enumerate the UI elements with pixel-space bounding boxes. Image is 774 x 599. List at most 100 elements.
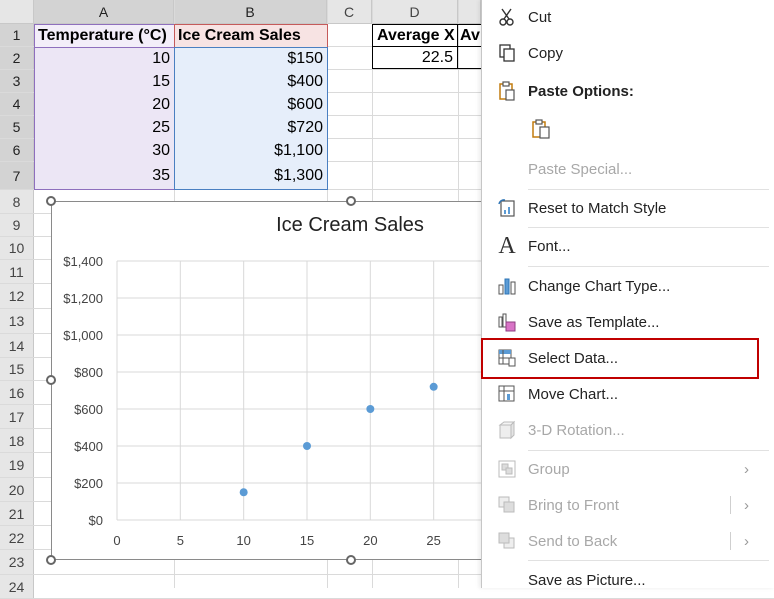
temperature-cell[interactable]: 35 xyxy=(152,167,170,184)
sales-cell[interactable]: $1,300 xyxy=(274,167,323,184)
resize-handle-top-middle[interactable] xyxy=(346,196,356,206)
row-header-3[interactable]: 3 xyxy=(0,70,34,93)
column-header-e[interactable] xyxy=(458,0,481,24)
resize-handle-middle-left[interactable] xyxy=(46,375,56,385)
row-header-7[interactable]: 7 xyxy=(0,162,34,190)
chart-area[interactable] xyxy=(51,201,491,560)
row-header-22[interactable]: 22 xyxy=(0,526,34,550)
row-header-15[interactable]: 15 xyxy=(0,358,34,381)
column-header-a[interactable]: A xyxy=(34,0,174,24)
sales-cell[interactable]: $400 xyxy=(287,72,323,90)
row-header-2[interactable]: 2 xyxy=(0,47,34,70)
menu-item-select-data[interactable]: Select Data... xyxy=(482,341,774,375)
cube-icon xyxy=(496,419,518,441)
menu-label-reset: Reset to Match Style xyxy=(528,199,667,217)
row-header-16[interactable]: 16 xyxy=(0,381,34,405)
menu-item-save-as-template[interactable]: Save as Template... xyxy=(482,305,774,339)
menu-item-move-chart[interactable]: Move Chart... xyxy=(482,377,774,411)
row-header-14[interactable]: 14 xyxy=(0,334,34,358)
menu-item-paste-special[interactable]: Paste Special... xyxy=(482,152,774,186)
bar-chart-icon xyxy=(496,275,518,297)
menu-label-paste-special: Paste Special... xyxy=(528,160,633,178)
row-header-23[interactable]: 23 xyxy=(0,550,34,575)
sales-cell[interactable]: $600 xyxy=(287,95,323,113)
row-header-11[interactable]: 11 xyxy=(0,260,34,284)
group-icon xyxy=(496,458,518,480)
row-header-4[interactable]: 4 xyxy=(0,93,34,116)
row-header-24[interactable]: 24 xyxy=(0,575,34,599)
chevron-right-icon[interactable]: › xyxy=(744,496,749,514)
menu-item-group[interactable]: Group › xyxy=(482,452,774,486)
row-header-13[interactable]: 13 xyxy=(0,309,34,334)
menu-label-font: Font... xyxy=(528,237,571,255)
font-icon: A xyxy=(498,232,516,259)
context-menu: Cut Copy Paste Options: Paste Special...… xyxy=(481,0,774,589)
menu-label-group: Group xyxy=(528,460,570,478)
menu-label-3d-rotation: 3-D Rotation... xyxy=(528,421,625,439)
reset-style-icon xyxy=(496,197,518,219)
menu-label-cut: Cut xyxy=(528,8,552,26)
menu-item-change-chart-type[interactable]: Change Chart Type... xyxy=(482,269,774,303)
send-to-back-icon xyxy=(496,530,518,552)
resize-handle-bottom-left[interactable] xyxy=(46,555,56,565)
menu-label-bring-to-front: Bring to Front xyxy=(528,496,619,514)
chevron-right-icon[interactable]: › xyxy=(744,532,749,550)
row-header-20[interactable]: 20 xyxy=(0,478,34,502)
row-header-6[interactable]: 6 xyxy=(0,139,34,162)
row-header-8[interactable]: 8 xyxy=(0,190,34,214)
corner-cell[interactable] xyxy=(0,0,34,24)
temperature-cell[interactable]: 30 xyxy=(152,141,170,159)
sales-cell[interactable]: $150 xyxy=(287,49,323,67)
header-temperature[interactable]: Temperature (°C) xyxy=(38,26,167,44)
temperature-cell[interactable]: 20 xyxy=(152,95,170,113)
menu-item-reset-to-match-style[interactable]: Reset to Match Style xyxy=(482,191,774,225)
header-ice-cream-sales[interactable]: Ice Cream Sales xyxy=(178,26,301,44)
menu-item-save-as-picture[interactable]: Save as Picture... xyxy=(482,563,774,597)
menu-item-send-to-back[interactable]: Send to Back › xyxy=(482,524,774,558)
column-header-c[interactable]: C xyxy=(327,0,372,24)
row-header-12[interactable]: 12 xyxy=(0,284,34,309)
menu-label-change-chart-type: Change Chart Type... xyxy=(528,277,671,295)
column-header-d[interactable]: D xyxy=(372,0,458,24)
save-template-icon xyxy=(496,311,518,333)
menu-label-save-as-template: Save as Template... xyxy=(528,313,660,331)
menu-item-cut[interactable]: Cut xyxy=(482,0,774,34)
header-average-x[interactable]: Average X xyxy=(372,24,458,47)
row-header-19[interactable]: 19 xyxy=(0,453,34,478)
menu-label-save-as-picture: Save as Picture... xyxy=(528,571,646,589)
paste-icon xyxy=(530,118,552,140)
header-average-y-partial[interactable]: Av xyxy=(457,24,481,47)
average-x-value[interactable]: 22.5 xyxy=(372,46,458,69)
chart-title[interactable]: Ice Cream Sales xyxy=(276,214,424,236)
resize-handle-bottom-middle[interactable] xyxy=(346,555,356,565)
menu-item-3d-rotation[interactable]: 3-D Rotation... xyxy=(482,413,774,447)
menu-label-move-chart: Move Chart... xyxy=(528,385,619,403)
menu-label-paste-options: Paste Options: xyxy=(528,82,634,100)
row-header-10[interactable]: 10 xyxy=(0,237,34,260)
temperature-cell[interactable]: 25 xyxy=(152,118,170,136)
column-header-b[interactable]: B xyxy=(174,0,327,24)
move-chart-icon xyxy=(496,383,518,405)
row-header-17[interactable]: 17 xyxy=(0,405,34,429)
row-header-5[interactable]: 5 xyxy=(0,116,34,139)
menu-item-bring-to-front[interactable]: Bring to Front › xyxy=(482,488,774,522)
row-header-18[interactable]: 18 xyxy=(0,429,34,453)
menu-label-copy: Copy xyxy=(528,44,564,62)
temperature-cell[interactable]: 10 xyxy=(152,49,170,67)
row-header-21[interactable]: 21 xyxy=(0,502,34,526)
bring-to-front-icon xyxy=(496,494,518,516)
copy-icon xyxy=(496,42,518,64)
sales-cell[interactable]: $1,100 xyxy=(274,141,323,159)
average-y-value[interactable] xyxy=(457,46,481,69)
menu-item-paste-options: Paste Options: xyxy=(482,74,774,108)
menu-item-font[interactable]: A Font... xyxy=(482,229,774,263)
sales-cell[interactable]: $720 xyxy=(287,118,323,136)
menu-label-send-to-back: Send to Back xyxy=(528,532,618,550)
select-data-highlight xyxy=(481,338,759,379)
temperature-cell[interactable]: 15 xyxy=(152,72,170,90)
resize-handle-top-left[interactable] xyxy=(46,196,56,206)
row-header-1[interactable]: 1 xyxy=(0,24,34,47)
menu-item-copy[interactable]: Copy xyxy=(482,36,774,70)
select-data-icon xyxy=(496,347,518,369)
paste-button[interactable] xyxy=(482,112,774,146)
